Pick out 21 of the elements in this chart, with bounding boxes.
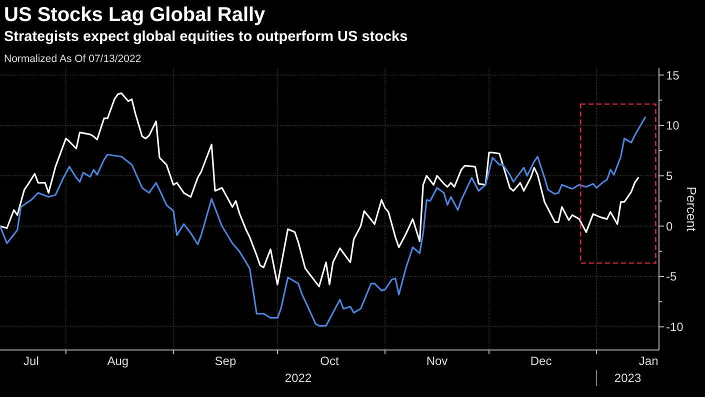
text: Normalized As Of 07/13/2022 <box>4 53 142 65</box>
x-tick-label: Nov <box>426 354 448 368</box>
x-tick-label: Oct <box>320 354 340 368</box>
line-series <box>0 116 646 327</box>
x-tick-label: Dec <box>530 354 552 368</box>
x-tick-label: Aug <box>107 354 129 368</box>
y-tick-label: 0 <box>666 219 673 234</box>
y-tick-label: -5 <box>666 270 677 284</box>
x-tick-label: Jul <box>24 354 39 368</box>
y-tick-label: 15 <box>666 68 680 82</box>
y-tick-label: -10 <box>666 320 684 334</box>
y-tick-label: 10 <box>666 118 680 133</box>
x-tick-label: Sep <box>214 354 236 368</box>
y-tick-label: 5 <box>666 168 673 183</box>
chart-title: US Stocks Lag Global Rally <box>4 4 266 26</box>
text: 2023 <box>614 371 642 385</box>
text: 2022 <box>284 371 312 385</box>
chart-subtitle: Strategists expect global equities to outperform US stocks <box>4 29 408 45</box>
x-tick-label: Jan <box>638 354 658 368</box>
y-axis-title: Percent <box>684 186 699 232</box>
line-series <box>0 92 639 288</box>
